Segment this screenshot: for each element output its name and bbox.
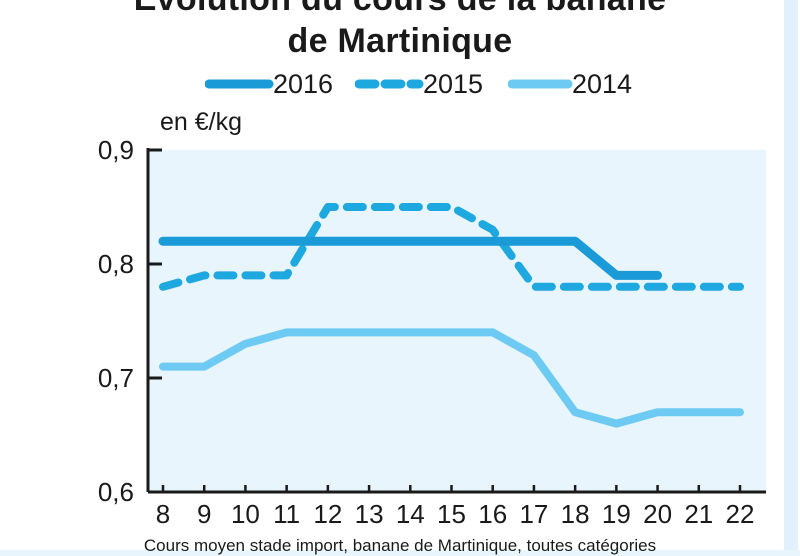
legend-label-2014: 2014 xyxy=(572,69,633,99)
legend-label-2015: 2015 xyxy=(423,69,484,99)
series-line-2016 xyxy=(158,236,663,280)
x-tick-label: 8 xyxy=(156,499,170,529)
legend-swatch-2014 xyxy=(507,79,573,89)
legend-swatch-2015 xyxy=(354,79,424,89)
chart-title-line-2: de Martinique xyxy=(287,22,513,60)
y-tick-label: 0,6 xyxy=(98,477,134,507)
x-tick-label: 14 xyxy=(396,499,425,529)
plot-area xyxy=(148,150,766,492)
x-tick-label: 16 xyxy=(478,499,507,529)
x-tick-label: 20 xyxy=(643,499,672,529)
legend: 2016 2015 2014 xyxy=(0,66,800,102)
y-tick-label: 0,8 xyxy=(98,249,134,279)
series-line-2014 xyxy=(159,328,744,428)
x-tick-label: 17 xyxy=(519,499,548,529)
line-chart: 0,6 0,7 0,8 0,9 8 9 10 11 12 13 14 15 16 17 18 19 20 21 22 xyxy=(98,135,766,529)
x-tick-label: 15 xyxy=(437,499,466,529)
y-axis-unit-label: en €/kg xyxy=(160,108,243,136)
x-tick-label: 12 xyxy=(313,499,342,529)
legend-entry-2014: 2014 xyxy=(507,66,668,102)
x-tick-label: 19 xyxy=(602,499,631,529)
y-tick-label: 0,9 xyxy=(98,135,134,165)
x-tick-label: 22 xyxy=(726,499,755,529)
legend-entry-2016: 2016 xyxy=(204,66,365,102)
chart-title-line-1: Evolution du cours de la banane xyxy=(0,0,800,19)
x-tick-label: 9 xyxy=(197,499,211,529)
source-footnote: Cours moyen stade import, banane de Mart… xyxy=(143,536,657,555)
legend-label-2016: 2016 xyxy=(273,69,334,99)
legend-swatch-2016 xyxy=(204,79,274,89)
y-tick-label: 0,7 xyxy=(98,363,134,393)
x-tick-label: 21 xyxy=(684,499,713,529)
x-tick-label: 18 xyxy=(561,499,590,529)
x-tick-label: 11 xyxy=(273,499,300,529)
x-tick-label: 13 xyxy=(355,499,384,529)
x-tick-label: 10 xyxy=(231,499,260,529)
series-line-2015 xyxy=(159,203,744,291)
legend-entry-2015: 2015 xyxy=(354,66,515,102)
